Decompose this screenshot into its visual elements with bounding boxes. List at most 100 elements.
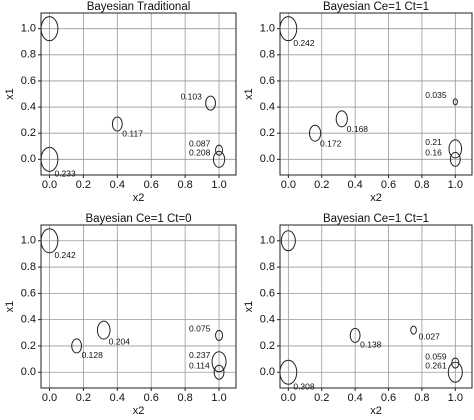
- x-tick-label: 0.2: [76, 392, 91, 404]
- bubble: [280, 230, 296, 252]
- bubble: [452, 98, 458, 106]
- chart-title: Bayesian Ce=1 Ct=1: [323, 213, 429, 225]
- x-tick-label: 0.0: [281, 392, 296, 404]
- x-tick-label: 0.6: [144, 392, 159, 404]
- bubble: [279, 16, 298, 42]
- point-label: 0.237: [189, 350, 211, 360]
- bubble: [308, 124, 322, 142]
- point-label: 0.242: [293, 38, 315, 48]
- point-label: 0.027: [419, 331, 441, 341]
- point-label: 0.242: [54, 250, 76, 260]
- y-axis-label: x1: [4, 88, 16, 100]
- point-label: 0.208: [189, 148, 211, 158]
- x-tick-label: 1.0: [448, 179, 463, 191]
- y-tick-label: 0.4: [21, 101, 36, 113]
- y-tick-label: 0.6: [21, 287, 36, 299]
- y-tick-label: 1.0: [260, 23, 275, 35]
- point-label: 0.168: [347, 124, 369, 134]
- point-label: 0.21: [425, 137, 442, 147]
- y-axis-label: x1: [4, 301, 16, 313]
- x-tick-label: 0.4: [110, 392, 125, 404]
- bubble: [211, 351, 227, 373]
- subplot: 0.0 0.2 0.4 0.6 0.8 1.0 0.0 0.2 0.4 0.6 0.8 1.0 Baye…: [4, 213, 237, 417]
- y-tick-label: 0.6: [21, 75, 36, 87]
- y-tick-label: 0.2: [260, 340, 275, 352]
- y-tick-label: 0.0: [260, 366, 275, 378]
- y-tick-label: 0.8: [21, 261, 36, 273]
- plot-frame: [40, 12, 237, 176]
- x-tick-label: 1.0: [211, 179, 226, 191]
- y-tick-label: 0.2: [260, 127, 275, 139]
- x-axis-label: x2: [133, 192, 145, 204]
- x-tick-label: 0.6: [381, 179, 396, 191]
- y-tick-label: 0.4: [21, 314, 36, 326]
- x-tick-label: 0.0: [281, 179, 296, 191]
- bubble: [71, 338, 83, 354]
- chart-title: Bayesian Traditional: [87, 1, 191, 13]
- bubble: [410, 325, 417, 335]
- bubble: [447, 361, 463, 383]
- chart-title: Bayesian Ce=1 Ct=1: [323, 1, 429, 13]
- x-tick-label: 0.6: [381, 392, 396, 404]
- y-axis-label: x1: [243, 88, 255, 100]
- bubble: [279, 359, 298, 385]
- x-tick-label: 0.2: [314, 179, 329, 191]
- x-axis-label: x2: [370, 192, 382, 204]
- y-tick-label: 0.8: [260, 261, 275, 273]
- y-tick-label: 0.8: [260, 49, 275, 61]
- bubble: [448, 139, 463, 159]
- x-tick-label: 0.8: [177, 179, 192, 191]
- x-tick-label: 0.0: [42, 179, 57, 191]
- y-tick-label: 0.4: [260, 101, 275, 113]
- point-label: 0.308: [293, 381, 315, 391]
- subplot: 0.0 0.2 0.4 0.6 0.8 1.0 0.0 0.2 0.4 0.6 0.8 1.0 Baye…: [243, 213, 473, 417]
- bubble: [213, 364, 225, 380]
- x-tick-label: 0.8: [177, 392, 192, 404]
- point-label: 0.261: [425, 360, 447, 370]
- subplot: 0.0 0.2 0.4 0.6 0.8 1.0 0.0 0.2 0.4 0.6 0.8 1.0 Baye…: [4, 1, 237, 204]
- plot-frame: [279, 224, 473, 389]
- bubble: [335, 110, 348, 128]
- y-tick-label: 0.2: [21, 127, 36, 139]
- bubble: [111, 116, 123, 132]
- y-tick-label: 1.0: [21, 23, 36, 35]
- point-label: 0.172: [320, 138, 342, 148]
- x-tick-label: 0.2: [76, 179, 91, 191]
- bubble: [215, 144, 224, 156]
- bubble: [215, 329, 224, 341]
- point-label: 0.087: [189, 138, 211, 148]
- point-label: 0.138: [360, 340, 382, 350]
- x-tick-label: 0.6: [144, 179, 159, 191]
- point-label: 0.204: [109, 336, 131, 346]
- bubble: [40, 146, 59, 172]
- y-tick-label: 0.6: [260, 75, 275, 87]
- point-label: 0.233: [54, 169, 76, 179]
- y-tick-label: 0.4: [260, 314, 275, 326]
- x-tick-label: 0.0: [42, 392, 57, 404]
- point-label: 0.059: [425, 351, 447, 361]
- x-tick-label: 1.0: [211, 392, 226, 404]
- x-tick-label: 0.4: [110, 179, 125, 191]
- x-tick-label: 0.4: [347, 179, 362, 191]
- y-tick-label: 0.0: [21, 366, 36, 378]
- x-tick-label: 0.8: [414, 392, 429, 404]
- x-tick-label: 0.4: [347, 392, 362, 404]
- bubble: [40, 228, 59, 254]
- x-tick-label: 1.0: [448, 392, 463, 404]
- chart-title: Bayesian Ce=1 Ct=0: [85, 213, 191, 225]
- x-axis-label: x2: [370, 405, 382, 417]
- point-label: 0.128: [82, 350, 104, 360]
- point-label: 0.035: [425, 90, 447, 100]
- y-axis-label: x1: [243, 301, 255, 313]
- y-tick-label: 1.0: [21, 235, 36, 247]
- y-tick-label: 0.6: [260, 287, 275, 299]
- y-tick-label: 0.8: [21, 49, 36, 61]
- x-tick-label: 0.2: [314, 392, 329, 404]
- subplot: 0.0 0.2 0.4 0.6 0.8 1.0 0.0 0.2 0.4 0.6 0.8 1.0 Baye…: [243, 1, 473, 204]
- point-label: 0.117: [122, 128, 143, 138]
- x-tick-label: 0.8: [414, 179, 429, 191]
- y-tick-label: 0.0: [21, 153, 36, 165]
- y-tick-label: 0.2: [21, 340, 36, 352]
- bubble: [96, 320, 111, 340]
- x-axis-label: x2: [133, 405, 145, 417]
